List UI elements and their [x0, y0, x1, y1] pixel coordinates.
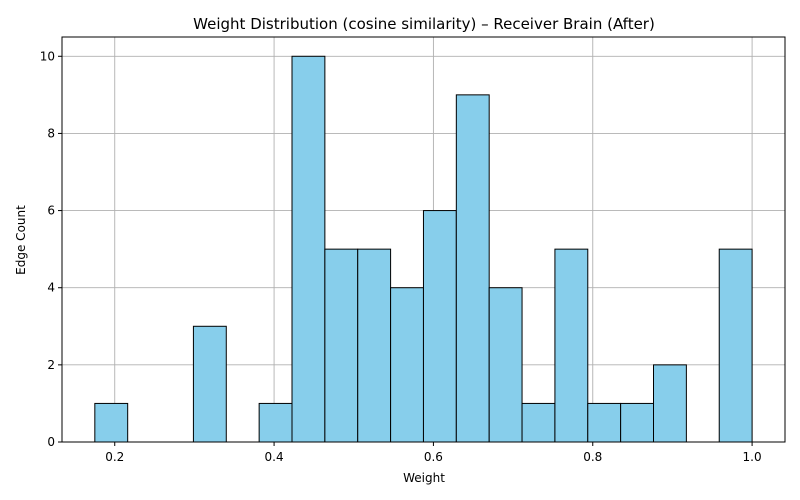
y-tick-label-0: 0: [47, 435, 55, 449]
histogram-bar-8: [357, 248, 392, 443]
histogram-bar-12: [488, 287, 523, 443]
histogram-bar-19: [718, 248, 753, 443]
histogram-bar-14: [554, 248, 589, 443]
histogram-bar-0: [94, 402, 129, 443]
y-tick-label-4: 8: [47, 126, 55, 140]
x-axis-label: Weight: [403, 471, 445, 485]
y-tick-label-2: 4: [47, 281, 55, 295]
x-tick-label-1: 0.4: [265, 450, 284, 464]
histogram-bar-3: [192, 325, 227, 443]
histogram-bar-7: [324, 248, 359, 443]
histogram-bar-15: [587, 402, 622, 443]
histogram-bar-16: [620, 402, 655, 443]
histogram-bar-17: [653, 364, 687, 443]
x-tick-label-3: 0.8: [583, 450, 602, 464]
x-tick-label-2: 0.6: [424, 450, 443, 464]
y-tick-label-1: 2: [47, 358, 55, 372]
histogram-bar-11: [455, 94, 490, 443]
histogram-bars: [94, 55, 753, 443]
x-tick-label-0: 0.2: [105, 450, 124, 464]
histogram-bar-6: [291, 55, 326, 443]
plot-frame: [61, 36, 786, 443]
histogram-bar-9: [390, 287, 424, 443]
axis-ticks: 0.2 0.4 0.6 0.8 1.0 0 2 4 6 8 10: [40, 49, 762, 464]
x-tick-label-4: 1.0: [743, 450, 762, 464]
y-tick-label-5: 10: [40, 49, 55, 63]
chart-title: Weight Distribution (cosine similarity) …: [193, 15, 655, 33]
y-tick-label-3: 6: [47, 204, 55, 218]
histogram-bar-13: [521, 402, 556, 443]
histogram-bar-10: [422, 210, 457, 443]
histogram-bar-5: [258, 402, 293, 443]
y-axis-label: Edge Count: [14, 205, 28, 275]
